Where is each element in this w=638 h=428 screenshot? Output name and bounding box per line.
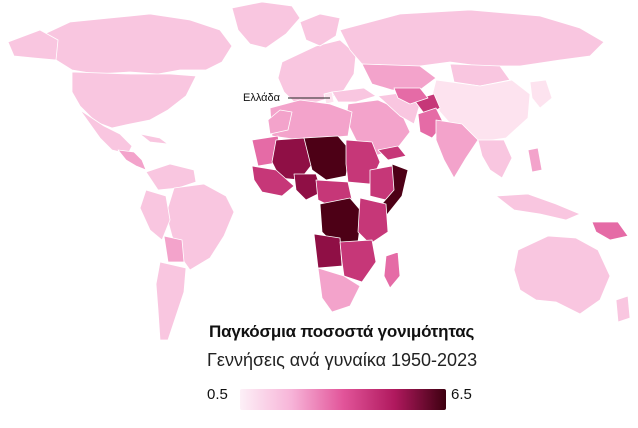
region-philippines (527, 147, 543, 173)
region-yemen (377, 145, 407, 161)
region-turkey (331, 87, 377, 103)
region-australia (513, 235, 611, 315)
region-zambia-mozambique (339, 239, 377, 283)
region-alaska (7, 29, 59, 61)
region-madagascar (383, 251, 401, 289)
region-east-africa (357, 197, 389, 245)
region-bolivia (163, 235, 185, 263)
region-central-america (117, 149, 147, 171)
legend-max-label: 6.5 (451, 386, 472, 403)
region-central-asia (393, 87, 429, 105)
region-kazakhstan (361, 63, 437, 91)
region-korea-japan (529, 79, 553, 109)
region-argentina-chile (155, 261, 187, 341)
region-png (591, 221, 629, 241)
region-new-zealand (615, 295, 631, 323)
region-greenland (231, 1, 301, 49)
chart-title: Παγκόσμια ποσοστά γονιμότητας (209, 322, 475, 341)
region-canada (39, 13, 233, 75)
region-india (435, 119, 479, 179)
region-peru (139, 189, 171, 241)
region-morocco (267, 109, 293, 135)
region-nigeria (293, 173, 323, 201)
legend-min-label: 0.5 (207, 386, 228, 403)
region-indonesia (495, 193, 581, 221)
region-scandinavia (299, 13, 341, 47)
greece-label: Ελλάδα (243, 92, 281, 104)
region-colombia-venezuela (145, 163, 197, 191)
chart-subtitle: Γεννήσεις ανά γυναίκα 1950-2023 (207, 350, 478, 370)
region-russia (339, 9, 605, 69)
region-cuba (139, 133, 169, 145)
region-west-coast (251, 165, 295, 197)
region-niger-chad (303, 135, 351, 181)
region-southern-africa (317, 267, 361, 313)
region-angola (313, 233, 343, 269)
region-usa (71, 71, 197, 129)
legend-color-scale (240, 389, 446, 410)
region-southeast-asia (477, 139, 513, 179)
